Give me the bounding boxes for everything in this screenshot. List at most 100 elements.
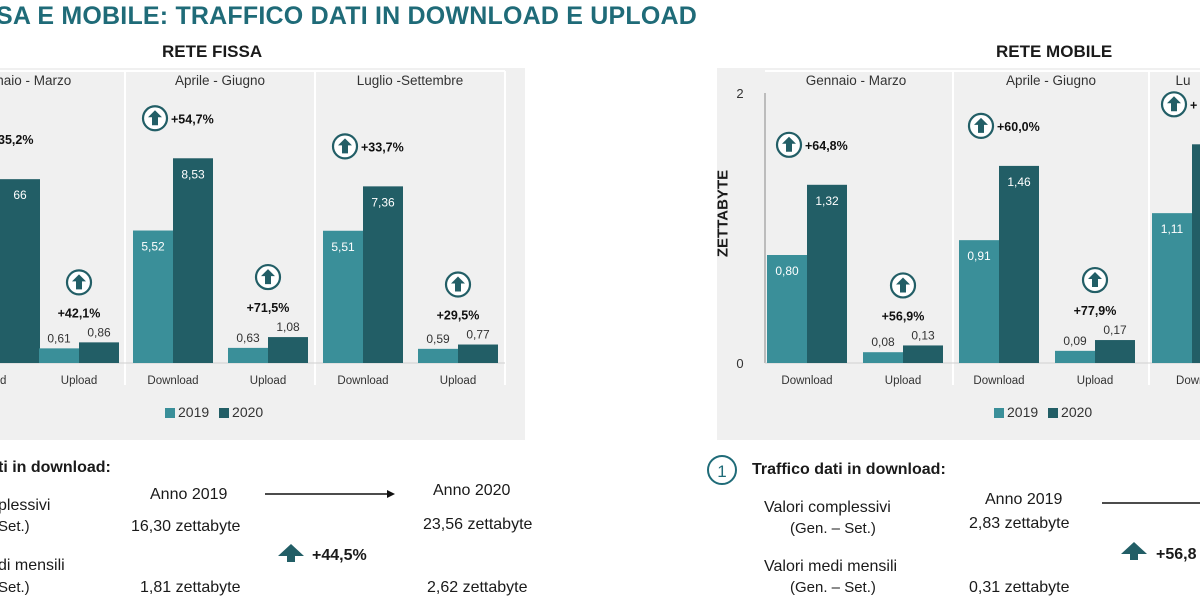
bar-2019 xyxy=(1152,213,1192,363)
period-header: Gennaio - Marzo xyxy=(806,73,907,88)
left-chart-title: RETE FISSA xyxy=(162,42,263,61)
legend-label-2019: 2019 xyxy=(178,404,210,420)
data-label-2020: 7,36 xyxy=(371,195,395,209)
left-change: +44,5% xyxy=(312,547,367,564)
left-legend: 2019 2020 xyxy=(165,404,269,420)
period-header: Aprile - Giugno xyxy=(175,73,265,88)
period-header: nnaio - Marzo xyxy=(0,73,71,88)
data-label-2019: 5,51 xyxy=(331,240,355,254)
category-label: Upload xyxy=(1077,375,1113,387)
category-label: Upload xyxy=(61,375,97,387)
right-legend: 2019 2020 xyxy=(994,404,1098,420)
legend-swatch-2019 xyxy=(165,408,175,419)
up-arrow-icon xyxy=(1167,96,1181,112)
category-label: Upload xyxy=(885,375,921,387)
left-row1-2020: 23,56 zettabyte xyxy=(423,516,533,533)
data-label-2020: 1,46 xyxy=(1007,175,1031,189)
change-label: +60,0% xyxy=(997,120,1040,134)
change-label: +29,5% xyxy=(437,309,480,323)
data-label-2020: 66 xyxy=(13,188,27,202)
bar-2019 xyxy=(1055,350,1095,363)
category-label: Download xyxy=(147,375,198,387)
up-arrow-icon xyxy=(974,117,988,133)
category-label: Download xyxy=(337,375,388,387)
right-chart-panel: Gennaio - Marzo Aprile - Giugno Lu 2 0 0,80 1,… xyxy=(717,68,1200,440)
change-label: +54,7% xyxy=(171,112,214,126)
left-year-2019: Anno 2019 xyxy=(150,486,228,503)
page-title: SA E MOBILE: TRAFFICO DATI IN DOWNLOAD E… xyxy=(0,2,698,30)
data-label-2020: 1,32 xyxy=(815,194,839,208)
bar-2020 xyxy=(999,165,1039,363)
data-label-2020: 0,77 xyxy=(466,328,490,342)
category-label: ad xyxy=(0,375,6,387)
up-arrow-icon xyxy=(1088,272,1102,288)
right-change: +56,8 xyxy=(1156,546,1197,563)
data-label-2019: 1,11 xyxy=(1161,222,1184,236)
right-row2-sub: (Gen. – Set.) xyxy=(790,579,876,596)
right-row2-label: Valori medi mensili xyxy=(764,558,898,575)
legend-label-2020: 2020 xyxy=(1061,404,1093,420)
right-row1-sub: (Gen. – Set.) xyxy=(790,520,876,537)
left-summary-heading: ti in download: xyxy=(0,459,111,476)
data-label-2019: 5,52 xyxy=(141,240,165,254)
left-row1-label: plessivi xyxy=(0,497,51,514)
up-arrow-icon xyxy=(338,138,352,154)
bar-2020 xyxy=(903,345,943,363)
change-label: +71,5% xyxy=(247,301,290,315)
data-label-2020: 8,53 xyxy=(181,167,205,181)
up-arrow-icon xyxy=(782,136,796,152)
left-row1-2019: 16,30 zettabyte xyxy=(131,518,241,535)
right-y-axis-label: ZETTABYTE xyxy=(714,169,732,258)
legend-swatch-2020 xyxy=(1048,408,1059,419)
change-label: +77,9% xyxy=(1074,304,1117,318)
bar-2019 xyxy=(767,255,807,363)
right-row2-2019: 0,31 zettabyte xyxy=(969,579,1070,596)
right-chart-title: RETE MOBILE xyxy=(996,42,1113,61)
data-label-2019: 0,08 xyxy=(871,335,895,349)
bar-2019 xyxy=(228,347,268,363)
bar-2020 xyxy=(807,184,847,363)
left-chart-svg: nnaio - Marzo Aprile - Giugno Luglio -Sett… xyxy=(0,70,506,387)
legend-swatch-2019 xyxy=(994,408,1004,419)
bar-2020 xyxy=(1192,144,1200,363)
period-header: Aprile - Giugno xyxy=(1006,73,1096,88)
right-year-2019: Anno 2019 xyxy=(985,491,1063,508)
bar-2020 xyxy=(268,337,308,363)
data-label-2020: 0,86 xyxy=(87,325,111,339)
data-label-2020: 0,13 xyxy=(911,328,935,342)
right-row1-label: Valori complessivi xyxy=(764,499,891,516)
bar-2020 xyxy=(1095,340,1135,363)
bar-2019 xyxy=(323,230,363,363)
left-row2-2020: 2,62 zettabyte xyxy=(427,579,528,596)
change-label: +64,8% xyxy=(805,139,848,153)
category-label: Download xyxy=(973,375,1024,387)
bar-2019 xyxy=(959,240,999,363)
section-number-badge: 1 xyxy=(707,455,737,485)
data-label-2019: 0,61 xyxy=(47,331,71,345)
category-label: Upload xyxy=(250,375,286,387)
data-label-2019: 0,59 xyxy=(426,332,450,346)
legend-swatch-2020 xyxy=(219,408,230,419)
up-arrow-icon xyxy=(148,110,162,126)
right-chart-svg: Gennaio - Marzo Aprile - Giugno Lu 2 0 0,80 1,… xyxy=(736,70,1200,387)
legend-label-2020: 2020 xyxy=(232,404,264,420)
left-row1-sub: Set.) xyxy=(0,518,30,535)
change-label: + xyxy=(1190,98,1197,112)
bar-2020 xyxy=(79,342,119,363)
data-label-2019: 0,63 xyxy=(236,331,260,345)
data-label-2020: 0,17 xyxy=(1103,323,1127,337)
bar-2019 xyxy=(863,352,903,363)
up-arrow-icon xyxy=(261,269,275,285)
left-row2-sub: Set.) xyxy=(0,579,30,596)
bar-2019 xyxy=(39,348,79,363)
bar-2019 xyxy=(418,348,458,363)
up-arrow-icon xyxy=(278,544,304,562)
bar-2020 xyxy=(458,344,498,363)
change-label: +33,7% xyxy=(361,140,404,154)
up-arrow-icon xyxy=(896,277,910,293)
change-label: +56,9% xyxy=(882,309,925,323)
data-label-2019: 0,91 xyxy=(967,249,991,263)
left-row2-label: di mensili xyxy=(0,557,65,574)
y-tick-label: 2 xyxy=(736,86,743,101)
left-row2-2019: 1,81 zettabyte xyxy=(140,579,241,596)
